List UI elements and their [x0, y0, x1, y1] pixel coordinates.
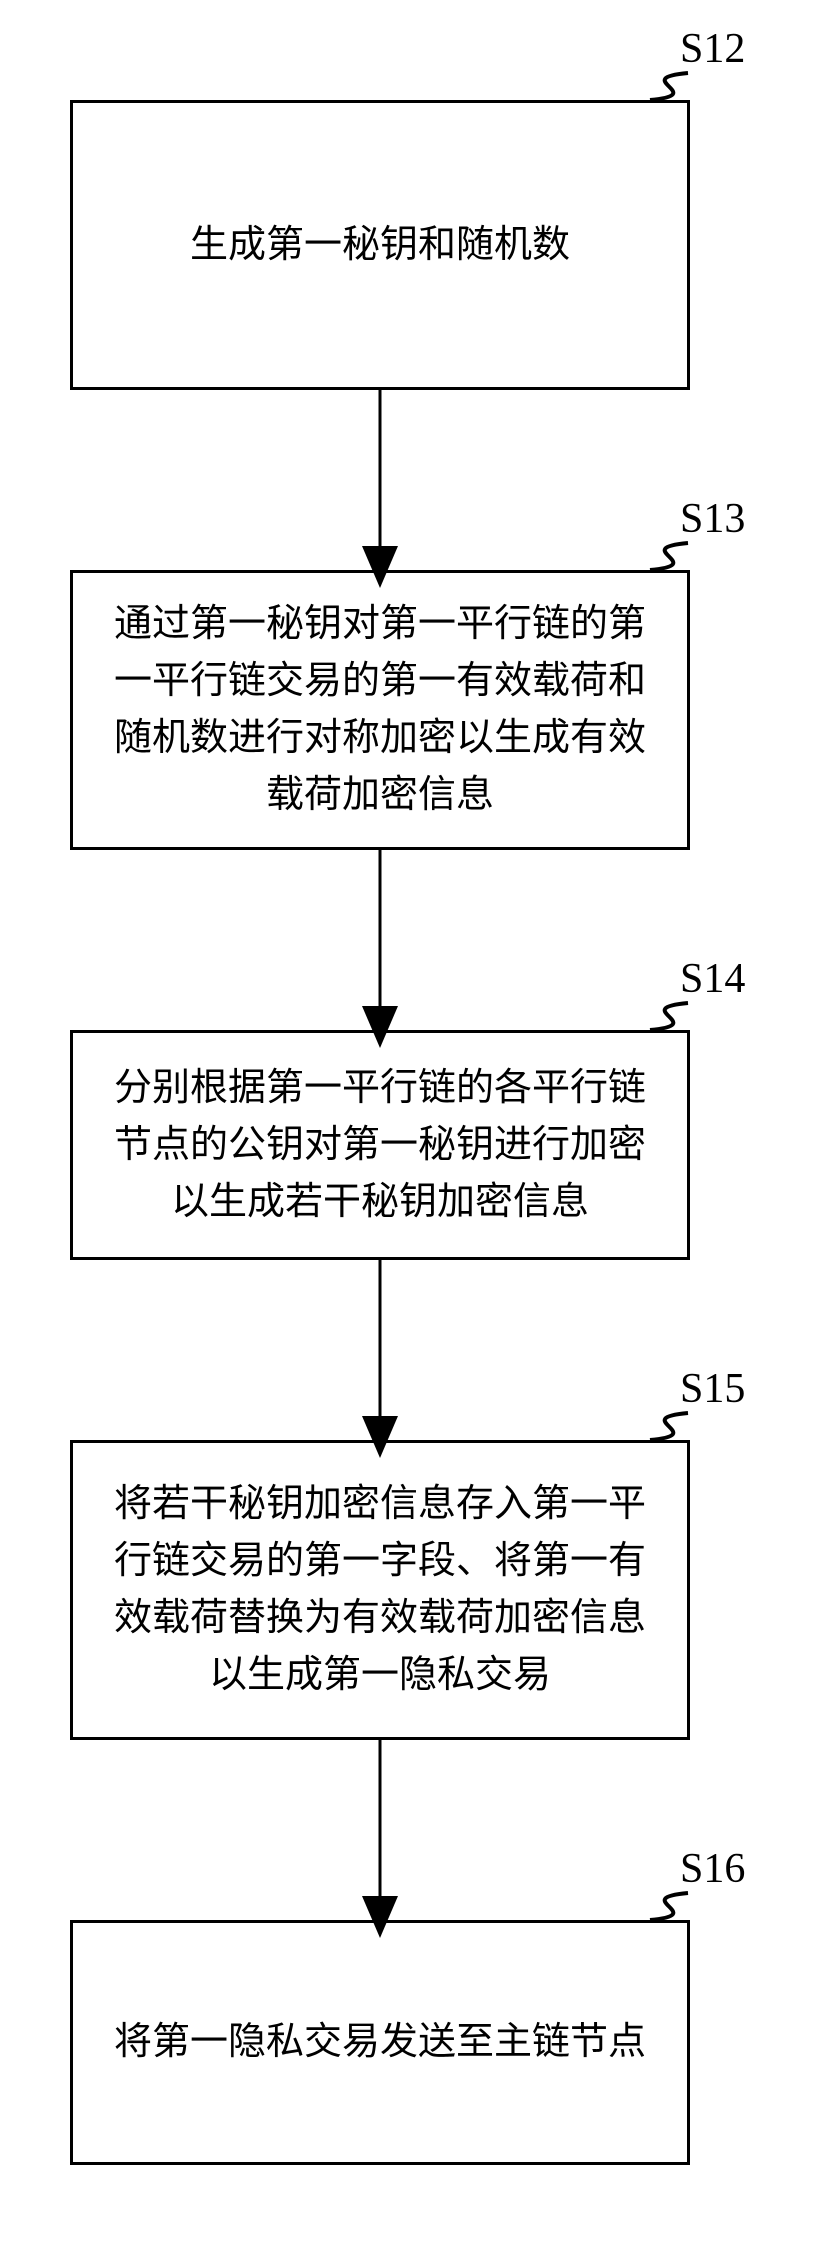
flow-node-text: 将若干秘钥加密信息存入第一平行链交易的第一字段、将第一有效载荷替换为有效载荷加密…: [103, 1476, 657, 1704]
flow-node-n14: 分别根据第一平行链的各平行链节点的公钥对第一秘钥进行加密以生成若干秘钥加密信息: [70, 1030, 690, 1260]
flow-node-n12: 生成第一秘钥和随机数: [70, 100, 690, 390]
label-connector-l16: [650, 1893, 688, 1920]
step-label-S14: S14: [680, 955, 745, 1003]
label-connector-l15: [650, 1413, 688, 1440]
step-label-S15: S15: [680, 1365, 745, 1413]
flow-node-n13: 通过第一秘钥对第一平行链的第一平行链交易的第一有效载荷和随机数进行对称加密以生成…: [70, 570, 690, 850]
flow-node-n15: 将若干秘钥加密信息存入第一平行链交易的第一字段、将第一有效载荷替换为有效载荷加密…: [70, 1440, 690, 1740]
label-connector-l14: [650, 1003, 688, 1030]
flow-node-text: 生成第一秘钥和随机数: [190, 217, 570, 274]
step-label-S12: S12: [680, 25, 745, 73]
flow-node-text: 通过第一秘钥对第一平行链的第一平行链交易的第一有效载荷和随机数进行对称加密以生成…: [103, 596, 657, 824]
step-label-S13: S13: [680, 495, 745, 543]
label-connector-l12: [650, 73, 688, 100]
flow-node-text: 分别根据第一平行链的各平行链节点的公钥对第一秘钥进行加密以生成若干秘钥加密信息: [103, 1060, 657, 1231]
label-connector-l13: [650, 543, 688, 570]
step-label-S16: S16: [680, 1845, 745, 1893]
flowchart-canvas: 生成第一秘钥和随机数通过第一秘钥对第一平行链的第一平行链交易的第一有效载荷和随机…: [0, 0, 818, 2261]
flow-node-text: 将第一隐私交易发送至主链节点: [114, 2014, 646, 2071]
flow-node-n16: 将第一隐私交易发送至主链节点: [70, 1920, 690, 2165]
